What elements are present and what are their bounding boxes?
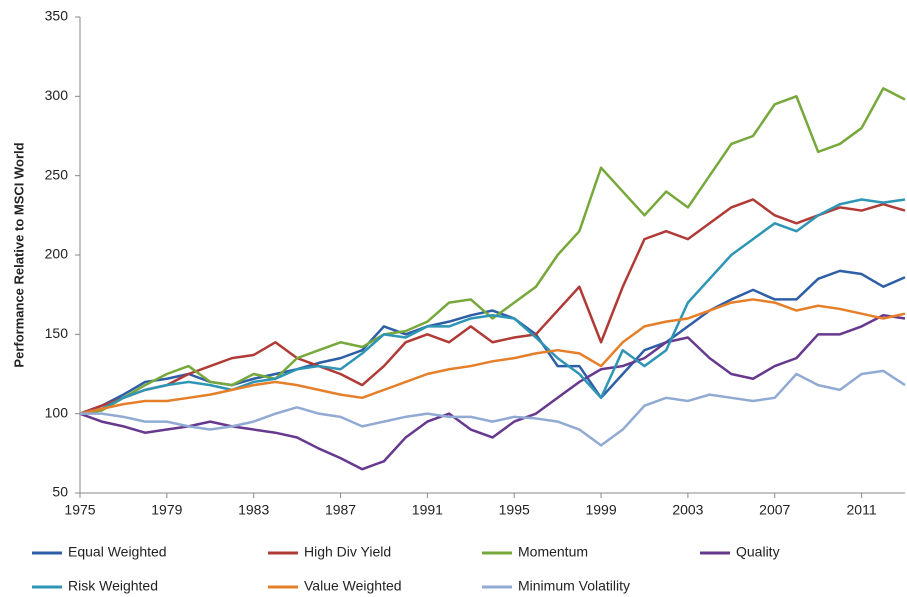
x-tick-label: 1979 [151, 502, 182, 518]
y-tick-label: 250 [45, 166, 69, 182]
legend-label: Risk Weighted [68, 578, 158, 594]
series-line [79, 314, 906, 471]
x-tick-label: 2007 [759, 502, 790, 518]
legend-label: Minimum Volatility [518, 578, 630, 594]
legend-label: Equal Weighted [68, 544, 167, 560]
legend-label: Value Weighted [304, 578, 402, 594]
legend-label: High Div Yield [304, 544, 391, 560]
legend-label: Quality [736, 544, 780, 560]
x-tick-label: 1975 [64, 502, 95, 518]
y-tick-label: 200 [45, 246, 69, 262]
y-axis-label: Performance Relative to MSCI World [11, 142, 26, 367]
series-line [79, 298, 906, 415]
y-tick-label: 300 [45, 87, 69, 103]
y-tick-label: 350 [45, 8, 69, 24]
series-line [79, 87, 906, 415]
x-tick-label: 2003 [672, 502, 703, 518]
y-tick-label: 150 [45, 325, 69, 341]
series-line [80, 369, 906, 447]
x-tick-label: 1999 [585, 502, 616, 518]
x-tick-label: 1995 [499, 502, 530, 518]
y-tick-label: 50 [52, 484, 68, 500]
x-tick-label: 2011 [847, 502, 877, 518]
y-tick-label: 100 [45, 404, 69, 420]
legend-label: Momentum [518, 544, 588, 560]
x-tick-label: 1991 [412, 502, 443, 518]
x-tick-label: 1983 [238, 502, 269, 518]
series-line [79, 198, 906, 415]
series-line [79, 198, 906, 415]
x-tick-label: 1987 [325, 502, 356, 518]
